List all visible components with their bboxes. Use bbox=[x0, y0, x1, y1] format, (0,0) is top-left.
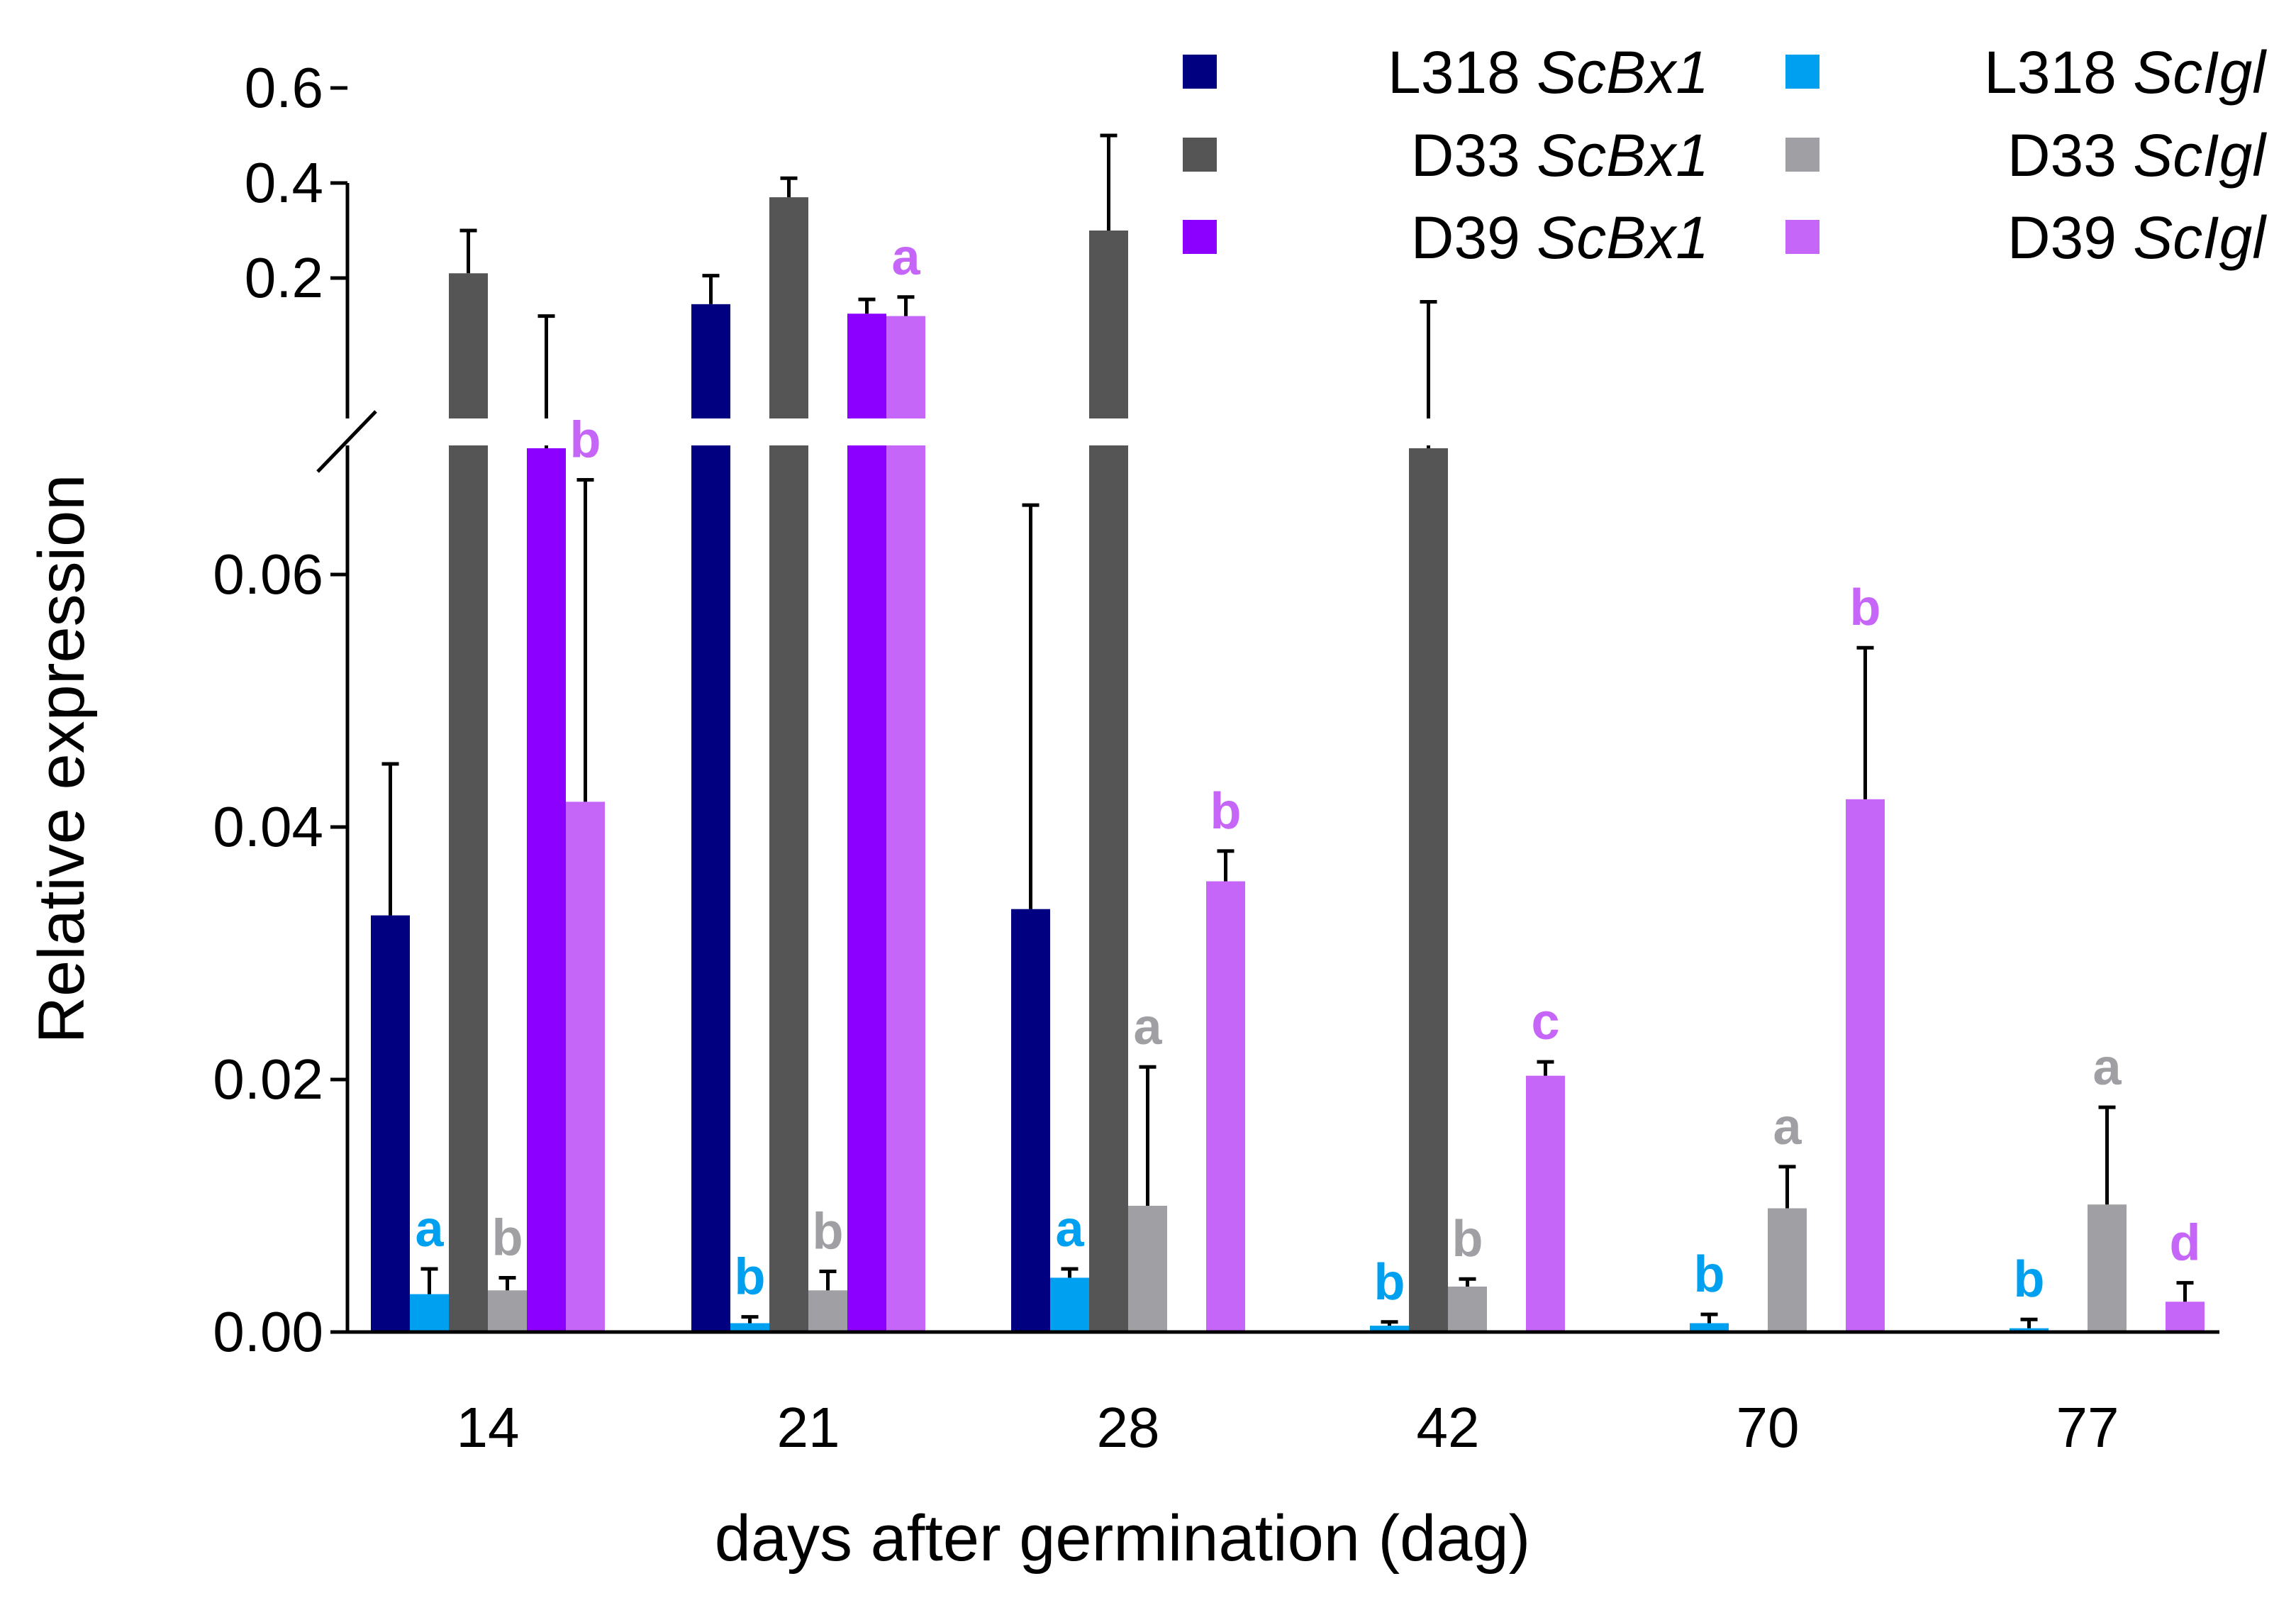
significance-letter-D39_ScIgl-42: c bbox=[1531, 994, 1559, 1050]
legend-label-D39_ScBx1: D39 ScBx1 bbox=[1411, 204, 1709, 271]
legend-swatch-D39_ScIgl bbox=[1785, 220, 1819, 254]
significance-letter-D33_ScIgl-77: a bbox=[2092, 1039, 2122, 1096]
legend-gene-name: ScBx1 bbox=[1537, 204, 1709, 271]
legend-gene-name: ScBx1 bbox=[1537, 122, 1709, 189]
significance-letter-D33_ScIgl-28: a bbox=[1133, 999, 1162, 1055]
significance-letter-L318_ScIgl-14: a bbox=[415, 1201, 444, 1258]
significance-letter-L318_ScIgl-21: b bbox=[735, 1249, 766, 1306]
ticks-layer: 0.00 0.02 0.04 0.06 0.2 0.4 0.6 14 21 28 42 70 77 bbox=[213, 56, 2119, 1459]
bar-D39_ScIgl-42 bbox=[1526, 1075, 1565, 1332]
legend-label-D39_ScIgl: D39 ScIgl bbox=[2007, 204, 2268, 271]
significance-letter-D39_ScIgl-14: b bbox=[570, 412, 601, 469]
bar-D33_ScIgl-70 bbox=[1768, 1208, 1807, 1332]
legend-swatch-D39_ScBx1 bbox=[1183, 220, 1217, 254]
x-tick-label-14: 14 bbox=[457, 1396, 520, 1459]
significance-letter-D39_ScIgl-70: b bbox=[1850, 579, 1881, 636]
axis-break-slash bbox=[316, 410, 377, 473]
bar-D39_ScBx1-21 bbox=[847, 314, 886, 1332]
bar-D39_ScIgl-14 bbox=[566, 801, 605, 1332]
legend-swatch-D33_ScBx1 bbox=[1183, 138, 1217, 172]
x-tick-label-28: 28 bbox=[1097, 1396, 1160, 1459]
bar-L318_ScIgl-77 bbox=[2010, 1328, 2049, 1332]
bar-L318_ScIgl-21 bbox=[730, 1323, 769, 1332]
x-tick-label-42: 42 bbox=[1417, 1396, 1480, 1459]
y-tick-label-0.06: 0.06 bbox=[213, 543, 323, 606]
y-tick-label-0.6: 0.6 bbox=[245, 56, 323, 119]
bar-D39_ScIgl-70 bbox=[1846, 799, 1885, 1332]
legend-gene-name: ScBx1 bbox=[1537, 39, 1709, 106]
bars-layer bbox=[371, 133, 2205, 1333]
significance-letter-L318_ScIgl-77: b bbox=[2014, 1251, 2045, 1308]
y-tick-label-0.2: 0.2 bbox=[245, 246, 323, 309]
bar-D33_ScIgl-14 bbox=[488, 1290, 527, 1332]
legend-line-name: L318 bbox=[1984, 39, 2133, 106]
bar-D39_ScBx1-14 bbox=[527, 448, 566, 1332]
bar-L318_ScIgl-42 bbox=[1370, 1326, 1409, 1332]
bar-L318_ScIgl-70 bbox=[1690, 1323, 1729, 1332]
significance-letter-D33_ScIgl-70: a bbox=[1773, 1099, 1802, 1155]
bar-D33_ScBx1-42 bbox=[1409, 448, 1448, 1332]
y-tick-label-0.02: 0.02 bbox=[213, 1048, 323, 1111]
bar-D33_ScBx1-28 bbox=[1089, 231, 1128, 1332]
bar-D33_ScIgl-77 bbox=[2088, 1204, 2127, 1332]
bar-L318_ScIgl-14 bbox=[410, 1294, 449, 1332]
bar-L318_ScIgl-28 bbox=[1050, 1277, 1089, 1332]
y-tick-label-0.04: 0.04 bbox=[213, 795, 323, 858]
significance-letter-D39_ScIgl-77: d bbox=[2170, 1215, 2201, 1272]
legend-gene-name: ScIgl bbox=[2133, 122, 2267, 189]
y-axis-title: Relative expression bbox=[26, 475, 98, 1044]
legend-gene-name: ScIgl bbox=[2133, 204, 2267, 271]
significance-letter-D39_ScIgl-21: a bbox=[891, 229, 920, 286]
significance-letter-L318_ScIgl-28: a bbox=[1055, 1201, 1084, 1258]
y-tick-label-0.00: 0.00 bbox=[213, 1300, 323, 1363]
legend-line-name: D33 bbox=[1411, 122, 1537, 189]
bar-L318_ScBx1-21 bbox=[691, 304, 730, 1333]
legend-swatch-L318_ScIgl bbox=[1785, 55, 1819, 89]
significance-letter-L318_ScIgl-42: b bbox=[1374, 1254, 1405, 1311]
bar-D33_ScIgl-21 bbox=[808, 1290, 847, 1332]
legend-label-D33_ScBx1: D33 ScBx1 bbox=[1411, 122, 1709, 189]
y-tick-label-0.4: 0.4 bbox=[245, 151, 323, 214]
bar-D39_ScIgl-77 bbox=[2166, 1302, 2205, 1332]
x-tick-label-21: 21 bbox=[777, 1396, 840, 1459]
bar-D39_ScIgl-28 bbox=[1206, 881, 1245, 1332]
significance-letter-L318_ScIgl-70: b bbox=[1694, 1246, 1725, 1303]
bar-D33_ScIgl-42 bbox=[1448, 1286, 1487, 1332]
x-axis-title: days after germination (dag) bbox=[715, 1502, 1531, 1575]
legend-line-name: D39 bbox=[1411, 204, 1537, 271]
significance-letter-D33_ScIgl-14: b bbox=[492, 1209, 523, 1266]
significance-letter-D33_ScIgl-21: b bbox=[813, 1204, 844, 1260]
legend-label-L318_ScBx1: L318 ScBx1 bbox=[1388, 39, 1709, 106]
bar-L318_ScBx1-14 bbox=[371, 915, 410, 1332]
legend-line-name: D33 bbox=[2007, 122, 2133, 189]
bar-D33_ScIgl-28 bbox=[1128, 1206, 1167, 1332]
x-tick-label-77: 77 bbox=[2056, 1396, 2119, 1459]
axes-layer bbox=[316, 183, 2221, 1334]
x-tick-label-70: 70 bbox=[1737, 1396, 1800, 1459]
legend-label-D33_ScIgl: D33 ScIgl bbox=[2007, 122, 2268, 189]
legend-swatch-L318_ScBx1 bbox=[1183, 55, 1217, 89]
significance-letter-D39_ScIgl-28: b bbox=[1210, 783, 1242, 840]
legend-gene-name: ScIgl bbox=[2133, 39, 2267, 106]
axis-break-gap bbox=[349, 418, 2221, 445]
legend-swatch-D33_ScIgl bbox=[1785, 138, 1819, 172]
legend-line-name: L318 bbox=[1388, 39, 1537, 106]
significance-letter-D33_ScIgl-42: b bbox=[1452, 1211, 1483, 1267]
legend-label-L318_ScIgl: L318 ScIgl bbox=[1984, 39, 2267, 106]
bar-L318_ScBx1-28 bbox=[1011, 909, 1050, 1332]
bar-D33_ScBx1-14 bbox=[449, 273, 488, 1332]
bar-D33_ScBx1-21 bbox=[769, 197, 808, 1333]
bar-D39_ScIgl-21 bbox=[886, 316, 925, 1333]
legend-line-name: D39 bbox=[2007, 204, 2133, 271]
